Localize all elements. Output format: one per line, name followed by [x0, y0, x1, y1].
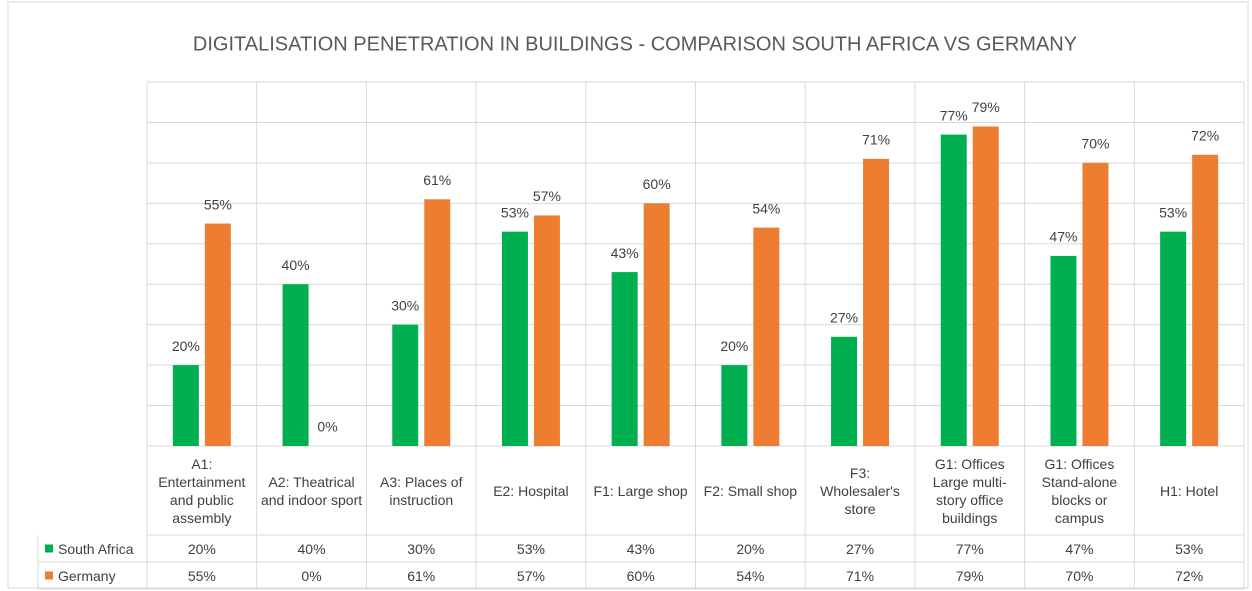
legend-label: Germany	[58, 567, 116, 584]
data-label: 53%	[501, 204, 529, 220]
bar	[1082, 162, 1109, 446]
legend-key	[45, 544, 53, 553]
bar	[1160, 231, 1187, 446]
data-label: 70%	[1081, 136, 1109, 152]
bar	[753, 227, 780, 446]
x-tick-label: F1: Large shop	[593, 482, 688, 499]
table-value: 47%	[1065, 540, 1094, 557]
bar	[424, 199, 451, 446]
legend-key	[45, 571, 53, 580]
table-value: 43%	[626, 540, 655, 557]
x-tick-label: A3: Places of instruction	[379, 473, 463, 508]
table-value: 54%	[736, 567, 765, 584]
data-label: 20%	[172, 338, 200, 354]
data-label: 71%	[862, 132, 890, 148]
data-label: 60%	[643, 176, 671, 192]
table-value: 57%	[516, 567, 545, 584]
table-value: 53%	[1175, 540, 1204, 557]
data-label: 77%	[940, 107, 968, 123]
chart-title: DIGITALISATION PENETRATION IN BUILDINGS …	[193, 33, 1077, 55]
x-tick-label: F3: Wholesaler's store	[820, 464, 900, 517]
x-tick-label: E2: Hospital	[493, 482, 569, 499]
bar	[533, 215, 560, 446]
data-label: 40%	[282, 257, 310, 273]
table-value: 71%	[846, 567, 875, 584]
data-label: 30%	[391, 297, 419, 313]
table-value: 55%	[187, 567, 216, 584]
table-value: 30%	[407, 540, 436, 557]
bar	[392, 324, 419, 446]
bar	[204, 223, 231, 446]
data-label: 54%	[752, 200, 780, 216]
bar	[1192, 154, 1219, 447]
bar	[501, 231, 528, 446]
bar	[831, 336, 858, 446]
table-value: 0%	[301, 567, 322, 584]
data-label: 72%	[1191, 128, 1219, 144]
bar	[940, 134, 967, 447]
bar	[972, 126, 999, 446]
data-label: 61%	[423, 172, 451, 188]
bar	[1050, 255, 1077, 446]
chart-border	[7, 1, 1249, 589]
data-label: 0%	[317, 419, 337, 435]
bar	[721, 365, 748, 446]
data-label: 43%	[611, 245, 639, 261]
data-label: 47%	[1049, 229, 1077, 245]
bar	[643, 203, 670, 446]
data-label: 53%	[1159, 204, 1187, 220]
bar	[172, 365, 199, 446]
x-tick-label: G1: Offices Stand-alone blocks or campus	[1041, 455, 1118, 526]
x-tick-label: F2: Small shop	[703, 482, 798, 499]
table-value: 77%	[955, 540, 984, 557]
x-tick-label: A2: Theatrical and indoor sport	[260, 473, 363, 508]
x-tick-label: H1: Hotel	[1159, 482, 1219, 499]
data-label: 79%	[972, 99, 1000, 115]
data-label: 57%	[533, 188, 561, 204]
bar	[611, 272, 638, 446]
data-label: 55%	[204, 196, 232, 212]
data-label: 27%	[830, 310, 858, 326]
data-label: 20%	[720, 338, 748, 354]
table-value: 53%	[516, 540, 545, 557]
table-value: 40%	[297, 540, 326, 557]
bar	[282, 284, 309, 446]
legend-label: South Africa	[58, 540, 134, 557]
table-value: 27%	[846, 540, 875, 557]
table-value: 60%	[626, 567, 655, 584]
table-value: 61%	[407, 567, 436, 584]
bar	[863, 158, 890, 446]
table-value: 70%	[1065, 567, 1094, 584]
table-value: 20%	[187, 540, 216, 557]
x-tick-label: A1: Entertainment and public assembly	[158, 455, 246, 526]
table-value: 20%	[736, 540, 765, 557]
table-value: 72%	[1175, 567, 1204, 584]
table-value: 79%	[955, 567, 984, 584]
x-tick-label: G1: Offices Large multi-story office bui…	[932, 455, 1007, 526]
